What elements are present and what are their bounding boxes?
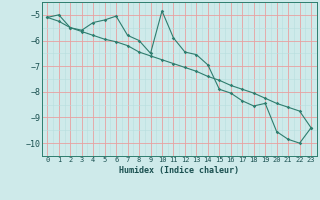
X-axis label: Humidex (Indice chaleur): Humidex (Indice chaleur) [119,166,239,175]
